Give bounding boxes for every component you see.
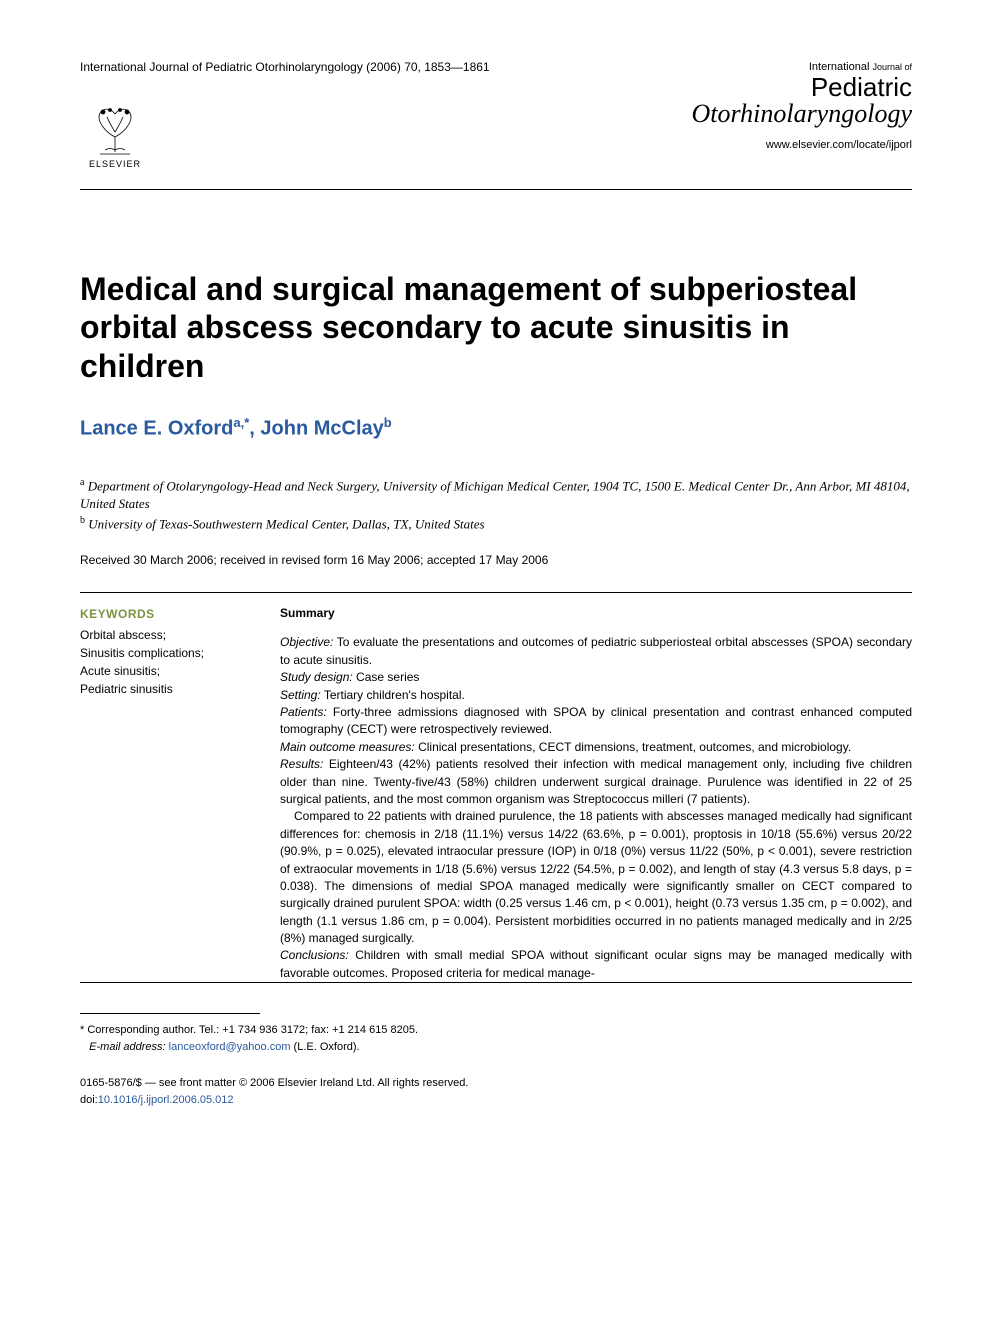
corresponding-email-line: E-mail address: lanceoxford@yahoo.com (L…: [80, 1039, 912, 1056]
email-suffix: (L.E. Oxford).: [291, 1041, 360, 1053]
conclusions-label: Conclusions:: [280, 948, 349, 962]
keyword-2: Sinusitis complications;: [80, 644, 250, 662]
publisher-name: ELSEVIER: [89, 159, 141, 169]
author-1-name: Lance E. Oxford: [80, 418, 233, 440]
page-header: International Journal of Pediatric Otorh…: [80, 60, 912, 169]
abstract-container: KEYWORDS Orbital abscess; Sinusitis comp…: [80, 592, 912, 983]
elsevier-tree-icon: [85, 102, 145, 157]
affil-a-marker: a: [80, 477, 84, 488]
affil-a-text: Department of Otolaryngology-Head and Ne…: [80, 478, 910, 511]
author-1-affil-marker: a,*: [233, 415, 249, 430]
results-text: Eighteen/43 (42%) patients resolved thei…: [280, 757, 912, 806]
corresponding-author: * Corresponding author. Tel.: +1 734 936…: [80, 1022, 912, 1055]
summary-setting: Setting: Tertiary children's hospital.: [280, 687, 912, 704]
email-label: E-mail address:: [89, 1041, 165, 1053]
author-2-affil-marker: b: [384, 415, 392, 430]
summary-conclusions: Conclusions: Children with small medial …: [280, 947, 912, 982]
header-left: International Journal of Pediatric Otorh…: [80, 60, 490, 169]
journal-reference: International Journal of Pediatric Otorh…: [80, 60, 490, 74]
author-email-link[interactable]: lanceoxford@yahoo.com: [169, 1041, 291, 1053]
copyright-block: 0165-5876/$ — see front matter © 2006 El…: [80, 1075, 912, 1108]
setting-label: Setting:: [280, 688, 321, 702]
header-divider: [80, 189, 912, 190]
summary-objective: Objective: To evaluate the presentations…: [280, 634, 912, 669]
summary-results-continued: Compared to 22 patients with drained pur…: [280, 808, 912, 947]
keywords-column: KEYWORDS Orbital abscess; Sinusitis comp…: [80, 605, 250, 982]
results-label: Results:: [280, 757, 323, 771]
corresponding-line1: * Corresponding author. Tel.: +1 734 936…: [80, 1022, 912, 1039]
affiliations: a Department of Otolaryngology-Head and …: [80, 476, 912, 533]
summary-heading: Summary: [280, 605, 912, 622]
objective-text: To evaluate the presentations and outcom…: [280, 635, 912, 666]
summary-patients: Patients: Forty-three admissions diagnos…: [280, 704, 912, 739]
affil-b-marker: b: [80, 515, 85, 526]
keyword-3: Acute sinusitis;: [80, 662, 250, 680]
doi-line: doi:10.1016/j.ijporl.2006.05.012: [80, 1092, 912, 1109]
author-2-name: John McClay: [260, 418, 383, 440]
keywords-heading: KEYWORDS: [80, 605, 250, 623]
study-design-text: Case series: [353, 670, 420, 684]
doi-prefix: doi:: [80, 1094, 98, 1106]
summary-measures: Main outcome measures: Clinical presenta…: [280, 739, 912, 756]
conclusions-text: Children with small medial SPOA without …: [280, 948, 912, 979]
footer-divider: [80, 1013, 260, 1014]
patients-text: Forty-three admissions diagnosed with SP…: [280, 705, 912, 736]
authors-line: Lance E. Oxforda,*, John McClayb: [80, 415, 912, 441]
affiliation-b: b University of Texas-Southwestern Medic…: [80, 514, 912, 534]
corresponding-text: Corresponding author. Tel.: +1 734 936 3…: [87, 1024, 418, 1036]
journal-brand: International Journal of Pediatric Otorh…: [691, 60, 912, 127]
author-separator: ,: [249, 418, 260, 440]
affil-b-text: University of Texas-Southwestern Medical…: [88, 516, 484, 531]
journal-url: www.elsevier.com/locate/ijporl: [691, 139, 912, 151]
affiliation-a: a Department of Otolaryngology-Head and …: [80, 476, 912, 514]
summary-results: Results: Eighteen/43 (42%) patients reso…: [280, 756, 912, 808]
measures-label: Main outcome measures:: [280, 740, 415, 754]
summary-column: Summary Objective: To evaluate the prese…: [280, 605, 912, 982]
elsevier-logo: ELSEVIER: [80, 89, 150, 169]
summary-study-design: Study design: Case series: [280, 669, 912, 686]
article-dates: Received 30 March 2006; received in revi…: [80, 553, 912, 567]
brand-otorhino: Otorhinolaryngology: [691, 99, 912, 128]
copyright-line: 0165-5876/$ — see front matter © 2006 El…: [80, 1075, 912, 1092]
brand-international: International: [809, 61, 870, 73]
objective-label: Objective:: [280, 635, 333, 649]
keyword-1: Orbital abscess;: [80, 626, 250, 644]
article-title: Medical and surgical management of subpe…: [80, 270, 912, 385]
keyword-4: Pediatric sinusitis: [80, 680, 250, 698]
patients-label: Patients:: [280, 705, 327, 719]
measures-text: Clinical presentations, CECT dimensions,…: [415, 740, 851, 754]
setting-text: Tertiary children's hospital.: [321, 688, 465, 702]
doi-link[interactable]: 10.1016/j.ijporl.2006.05.012: [98, 1094, 234, 1106]
header-right: International Journal of Pediatric Otorh…: [691, 60, 912, 151]
brand-journal-of: Journal of: [872, 62, 912, 72]
study-design-label: Study design:: [280, 670, 353, 684]
